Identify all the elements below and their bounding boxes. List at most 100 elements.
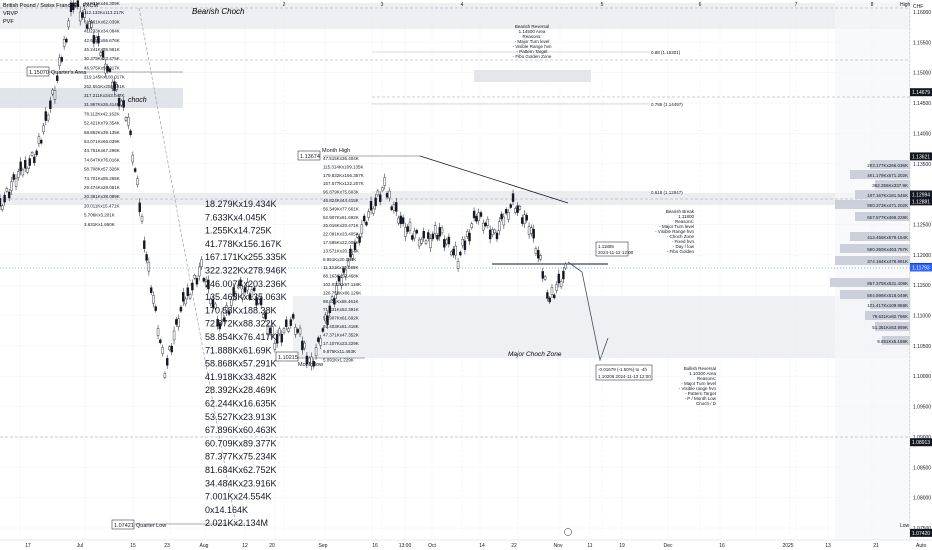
candle-body <box>209 298 212 304</box>
svg-text:1.11885: 1.11885 <box>598 244 614 249</box>
top-number-4: 6 <box>699 2 702 8</box>
price-tag-bg-6 <box>910 263 932 272</box>
candle-body <box>236 284 240 289</box>
profile-label-5: 607.577Kx469.229K <box>867 215 908 220</box>
candle-body <box>514 208 517 213</box>
candle-body <box>303 342 306 349</box>
candle-body <box>94 37 98 42</box>
candle-body <box>420 239 423 244</box>
candle-body <box>356 234 359 238</box>
candle-body <box>115 84 119 90</box>
candle-body <box>147 261 151 272</box>
candle-body <box>546 292 549 299</box>
candle-body <box>369 200 373 211</box>
candle-body <box>553 294 556 299</box>
volume-label-left-10: 317.211Kx343.047K <box>84 93 124 98</box>
candle-body <box>422 230 425 239</box>
candle-body <box>230 299 233 306</box>
candle-body <box>186 287 190 296</box>
volume-label-mid-6: 56.349Kx77.661K <box>323 206 359 211</box>
volume-label-large-6: 246.007Kx203.236K <box>205 279 287 289</box>
candle-body <box>239 279 242 286</box>
time-tick-6: 20 <box>269 543 275 549</box>
time-tick-20: 21 <box>873 543 879 549</box>
candle-body <box>76 0 80 7</box>
profile-label-4: 960.373Kx471.202K <box>867 203 908 208</box>
profile-label-0: 283.177Kx266.036K <box>867 163 908 168</box>
volume-label-left-2: 61.961Kx62.039K <box>84 19 120 24</box>
profile-bar-2 <box>875 180 910 189</box>
price-tag-1: 1.13621 <box>912 154 930 160</box>
candle-body <box>200 259 203 267</box>
candle-body <box>362 215 366 222</box>
candle-body <box>108 68 112 72</box>
candle-body <box>78 11 82 22</box>
candle-body <box>395 202 398 212</box>
price-tag-bg-8 <box>910 528 932 537</box>
volume-profile-labels-large: 18.279Kx19.434K 7.633Kx4.045K 1.255Kx14.72… <box>205 199 287 528</box>
candle-body <box>564 263 567 269</box>
candle-body <box>475 216 478 222</box>
candle-body <box>333 298 336 305</box>
note-bearish-break-line-4: - Visible Range hvn <box>655 229 694 234</box>
price-axis-tags: 1.146791.136211.129941.128811.118001.117… <box>910 88 932 537</box>
candle-body <box>140 216 144 222</box>
candle-body <box>415 229 419 234</box>
candle-body <box>241 288 244 299</box>
candle-body <box>266 325 270 336</box>
candle-body <box>381 187 384 191</box>
volume-label-mid-7: 52.907Kx61.692K <box>323 215 359 220</box>
candle-body <box>198 266 201 277</box>
volume-label-large-8: 170.58Kx188.38K <box>205 305 277 315</box>
candle-body <box>516 205 519 213</box>
volume-label-mid-21: 47.371Kx47.352K <box>323 332 359 337</box>
candle-body <box>443 239 446 248</box>
volume-label-left-11: 31.957Kx26.414K <box>84 102 120 107</box>
volume-label-left-14: 68.862Kx39.135K <box>84 130 120 135</box>
candle-body <box>122 100 125 108</box>
auto-scale-label[interactable]: Auto <box>916 543 927 549</box>
candle-body <box>337 275 341 282</box>
volume-label-large-15: 62.244Kx16.635K <box>205 399 277 409</box>
candle-body <box>127 117 130 126</box>
candle-body <box>184 298 187 305</box>
price-tick-9: 1.11500 <box>913 283 931 289</box>
volume-profile-right: 283.177Kx266.036K 461.179Kx571.202K 362.35… <box>830 160 910 345</box>
candle-body <box>543 276 547 280</box>
candle-body <box>49 100 52 109</box>
candle-body <box>143 240 146 249</box>
candle-body <box>145 254 148 261</box>
candle-body <box>385 192 389 198</box>
candle-body <box>72 2 75 11</box>
volume-label-left-0: 34.831Kx46.309K <box>84 1 120 6</box>
candle-body <box>152 295 155 304</box>
profile-bar-5 <box>855 212 910 221</box>
volume-label-left-22: 20.011Kx15.471K <box>84 203 119 208</box>
volume-label-large-20: 81.684Kx62.752K <box>205 465 277 475</box>
candle-body <box>495 232 499 240</box>
price-tick-4: 1.14000 <box>913 131 931 137</box>
quarter-low-tag: 1.07421 Quarter Low <box>111 519 166 530</box>
volume-label-mid-18: 71.331Kx52.391K <box>323 307 359 312</box>
price-tick-15: 1.08500 <box>913 465 931 471</box>
candle-body <box>97 35 100 44</box>
note-bearish-reversal-line-5: - Pattern Target <box>517 49 549 54</box>
svg-text:1.07421: 1.07421 <box>114 523 134 529</box>
candle-body <box>175 319 178 325</box>
candle-body <box>463 240 467 250</box>
candle-body <box>53 90 57 100</box>
note-bearish-reversal-line-4: - Visible Range hvn <box>513 44 552 49</box>
goto-realtime-icon[interactable] <box>564 528 572 536</box>
candle-body <box>278 328 281 335</box>
time-axis-background[interactable] <box>0 540 932 550</box>
note-bullish-reversal-line-7: Choch / D <box>696 401 717 406</box>
candle-body <box>445 239 448 245</box>
candle-body <box>182 292 185 302</box>
price-tag-bg-1 <box>910 152 932 161</box>
candle-body <box>559 281 563 287</box>
volume-label-mid-19: 52.907Kx61.692K <box>323 316 359 321</box>
note-bearish-break-line-3: - Major Turn level <box>659 224 694 229</box>
candle-body <box>88 21 91 29</box>
